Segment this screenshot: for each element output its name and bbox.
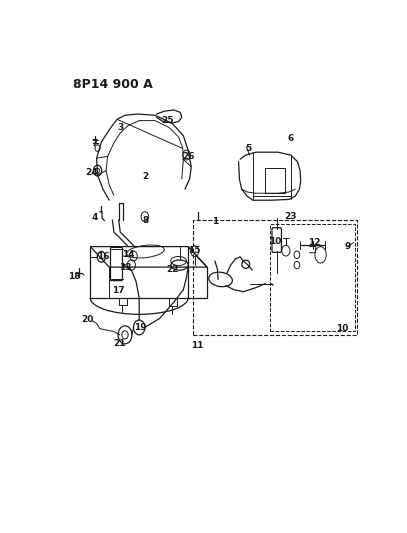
Text: 5: 5 [245, 143, 251, 152]
Text: 2: 2 [142, 172, 149, 181]
Text: 11: 11 [191, 341, 204, 350]
Text: 18: 18 [68, 272, 81, 281]
Bar [193, 220, 357, 335]
Bar [265, 168, 285, 193]
Text: 1: 1 [212, 217, 218, 227]
Text: 22: 22 [166, 265, 179, 274]
Text: 16: 16 [97, 252, 109, 261]
Text: 10: 10 [269, 237, 281, 246]
Text: 26: 26 [182, 152, 194, 161]
Text: 21: 21 [114, 340, 126, 349]
Bar [270, 224, 354, 330]
Text: 7: 7 [92, 140, 98, 149]
Text: 9: 9 [344, 242, 350, 251]
Text: 17: 17 [112, 286, 125, 295]
Text: 19: 19 [134, 323, 147, 332]
Text: 4: 4 [92, 213, 98, 222]
Text: 10: 10 [337, 324, 349, 333]
Text: 12: 12 [308, 238, 320, 247]
Text: 23: 23 [284, 212, 297, 221]
Text: 14: 14 [122, 251, 134, 259]
Text: 13: 13 [119, 263, 131, 272]
Text: 3: 3 [117, 123, 123, 132]
Text: 8: 8 [142, 216, 149, 225]
Text: 15: 15 [188, 246, 201, 255]
Text: 20: 20 [81, 314, 93, 324]
Text: 24: 24 [85, 168, 98, 177]
Text: 6: 6 [287, 134, 294, 143]
Text: 8P14 900 A: 8P14 900 A [73, 78, 153, 91]
Text: 25: 25 [161, 116, 174, 125]
